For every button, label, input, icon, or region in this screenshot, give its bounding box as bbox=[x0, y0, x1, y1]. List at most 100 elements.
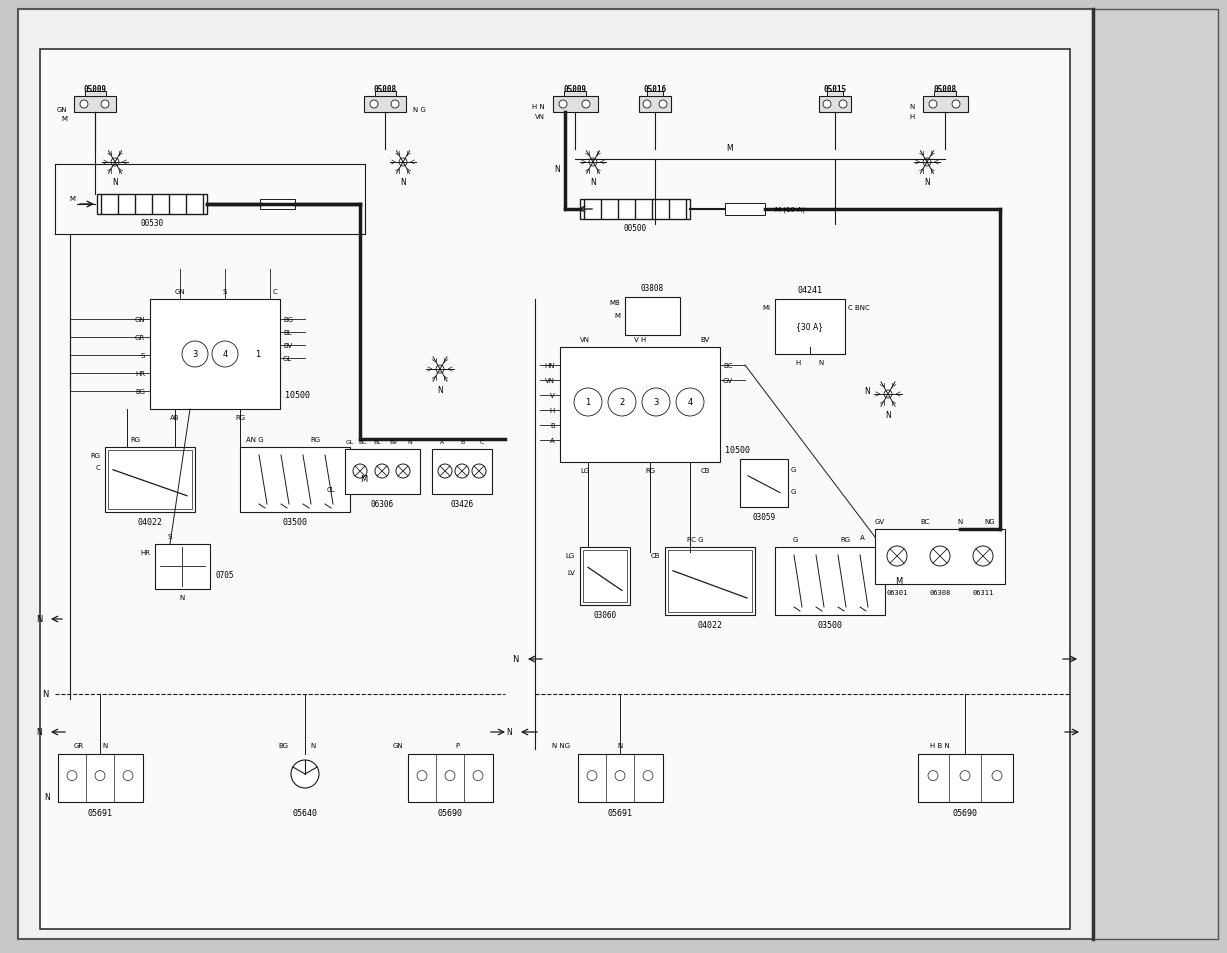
Text: 4: 4 bbox=[687, 398, 692, 407]
Text: 00530: 00530 bbox=[140, 219, 163, 228]
Text: 3: 3 bbox=[193, 350, 198, 359]
Bar bbox=[725, 204, 764, 215]
Text: 03500: 03500 bbox=[282, 517, 308, 526]
Text: PC G: PC G bbox=[687, 537, 703, 542]
Text: N: N bbox=[555, 165, 560, 174]
Text: GN: GN bbox=[393, 742, 402, 748]
Text: 04022: 04022 bbox=[137, 517, 162, 526]
Text: M: M bbox=[614, 313, 620, 318]
Text: 05015: 05015 bbox=[823, 85, 847, 94]
Bar bbox=[106, 448, 195, 513]
Text: 06308: 06308 bbox=[929, 589, 951, 596]
Text: 05008: 05008 bbox=[373, 85, 396, 94]
Text: N: N bbox=[179, 595, 184, 600]
Circle shape bbox=[923, 159, 931, 167]
Bar bbox=[108, 451, 191, 510]
Text: M: M bbox=[894, 577, 902, 586]
Text: GN: GN bbox=[56, 107, 67, 112]
Circle shape bbox=[182, 341, 209, 368]
Circle shape bbox=[589, 159, 598, 167]
Circle shape bbox=[642, 389, 670, 416]
Text: N G: N G bbox=[413, 107, 426, 112]
Text: 05016: 05016 bbox=[643, 85, 666, 94]
Text: GN: GN bbox=[174, 289, 185, 294]
Text: N: N bbox=[42, 690, 48, 699]
Text: RG: RG bbox=[840, 537, 850, 542]
Text: P: P bbox=[455, 742, 459, 748]
Bar bbox=[875, 530, 1005, 584]
Text: BG: BG bbox=[279, 742, 288, 748]
Text: N: N bbox=[112, 178, 118, 187]
Text: RG: RG bbox=[130, 436, 140, 442]
Text: GV: GV bbox=[875, 518, 885, 524]
Bar bbox=[409, 754, 493, 802]
Text: 2: 2 bbox=[620, 398, 625, 407]
Text: BL: BL bbox=[373, 439, 380, 444]
Text: N NG: N NG bbox=[552, 742, 571, 748]
Circle shape bbox=[823, 101, 831, 109]
Text: N: N bbox=[957, 518, 963, 524]
Text: 0705: 0705 bbox=[215, 571, 233, 579]
Text: 1: 1 bbox=[255, 350, 260, 359]
Text: RG: RG bbox=[234, 415, 245, 420]
Text: 05009: 05009 bbox=[563, 85, 587, 94]
Text: RG: RG bbox=[645, 468, 655, 474]
Text: A: A bbox=[439, 439, 444, 444]
Text: HR: HR bbox=[140, 550, 150, 556]
Bar bbox=[564, 91, 587, 97]
Text: S: S bbox=[168, 534, 172, 539]
Text: A: A bbox=[550, 437, 555, 443]
Text: 04022: 04022 bbox=[697, 620, 723, 629]
Text: BV: BV bbox=[283, 343, 292, 349]
Circle shape bbox=[371, 101, 378, 109]
Text: A: A bbox=[860, 535, 865, 540]
Text: 03808: 03808 bbox=[640, 284, 664, 293]
Text: H N: H N bbox=[533, 104, 545, 110]
Text: CB: CB bbox=[701, 468, 709, 474]
Text: BC: BC bbox=[920, 518, 930, 524]
Text: M (10 A): M (10 A) bbox=[775, 207, 805, 213]
Circle shape bbox=[676, 389, 704, 416]
Text: HN: HN bbox=[545, 363, 555, 369]
Bar bbox=[578, 754, 663, 802]
Text: 04241: 04241 bbox=[798, 286, 822, 294]
Text: AB: AB bbox=[171, 415, 179, 420]
Text: 00500: 00500 bbox=[623, 224, 647, 233]
Text: N: N bbox=[590, 178, 596, 187]
Text: VN: VN bbox=[535, 113, 545, 120]
Text: N: N bbox=[44, 793, 50, 801]
Bar bbox=[345, 450, 420, 495]
Text: 05691: 05691 bbox=[87, 808, 113, 817]
Bar bbox=[85, 91, 106, 97]
Text: 05690: 05690 bbox=[952, 808, 978, 817]
Text: NG: NG bbox=[985, 518, 995, 524]
Text: C: C bbox=[272, 289, 277, 294]
Text: 10500: 10500 bbox=[725, 446, 750, 455]
Bar bbox=[97, 194, 207, 214]
Text: GR: GR bbox=[135, 335, 145, 340]
Bar bbox=[818, 97, 852, 112]
Text: C BNC: C BNC bbox=[848, 305, 870, 311]
Bar bbox=[583, 551, 627, 602]
Text: B: B bbox=[550, 422, 555, 429]
Text: N: N bbox=[924, 178, 930, 187]
Text: G: G bbox=[791, 467, 796, 473]
Text: S: S bbox=[223, 289, 227, 294]
Bar bbox=[364, 97, 406, 112]
Circle shape bbox=[291, 760, 319, 788]
Text: GL: GL bbox=[283, 355, 292, 361]
Text: {30 A}: {30 A} bbox=[796, 322, 823, 331]
Text: N: N bbox=[102, 742, 108, 748]
Text: 05008: 05008 bbox=[934, 85, 957, 94]
Text: 06301: 06301 bbox=[886, 589, 908, 596]
Text: BC: BC bbox=[358, 439, 367, 444]
Bar bbox=[74, 97, 117, 112]
Text: M: M bbox=[360, 475, 367, 484]
Circle shape bbox=[659, 101, 667, 109]
Text: BC: BC bbox=[723, 363, 733, 369]
Bar bbox=[260, 200, 294, 210]
Bar bbox=[667, 551, 752, 613]
Text: CB: CB bbox=[650, 553, 660, 558]
Bar bbox=[1093, 10, 1218, 939]
Bar bbox=[775, 299, 845, 355]
